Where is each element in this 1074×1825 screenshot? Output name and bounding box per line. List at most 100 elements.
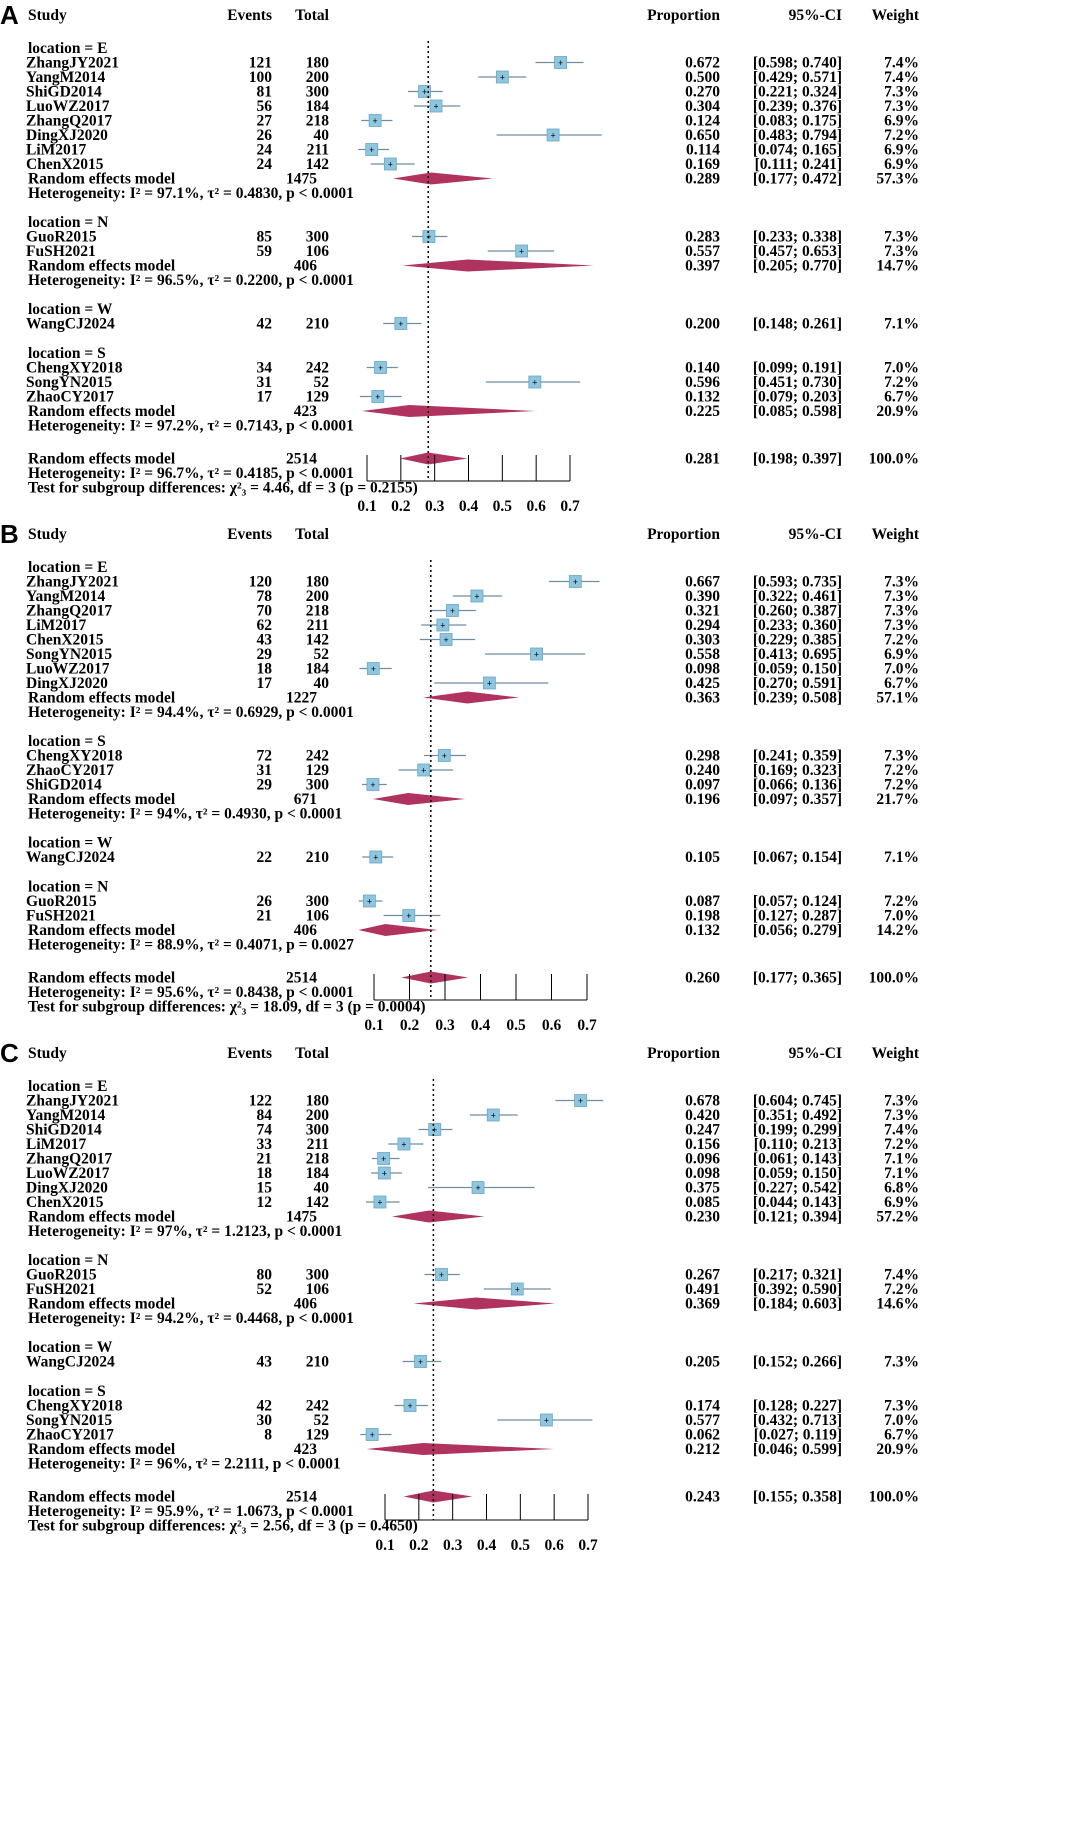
study-total: 184 — [306, 661, 330, 678]
column-headers: Study Events Total Proportion 95%-CI Weight — [28, 1045, 920, 1062]
study-row: ZhaoCY2017 8 129 0.062 [0.027; 0.119] 6.7% + — [26, 1427, 919, 1444]
subgroup-model-row: Random effects model 406 0.397 [0.205; 0.77… — [28, 258, 919, 290]
header-weight: Weight — [872, 7, 920, 24]
study-proportion: 0.085 — [685, 1194, 720, 1211]
study-weight: 7.3% — [884, 84, 919, 101]
heterogeneity-text: Heterogeneity: I² = 94%, τ² = 0.4930, p … — [28, 806, 342, 823]
study-name: GuoR2015 — [26, 229, 97, 246]
model-proportion: 0.225 — [685, 403, 720, 420]
study-ci: [0.110; 0.213] — [754, 1136, 842, 1153]
subgroup-label: location = W — [28, 1339, 113, 1356]
study-proportion: 0.283 — [685, 229, 720, 246]
point-estimate-mark: + — [443, 635, 448, 645]
study-ci: [0.392; 0.590] — [753, 1281, 842, 1298]
study-ci: [0.127; 0.287] — [753, 908, 842, 925]
study-weight: 7.3% — [884, 603, 919, 620]
study-total: 129 — [306, 1427, 330, 1444]
study-weight: 6.9% — [884, 113, 919, 130]
study-square — [554, 56, 567, 69]
study-proportion: 0.140 — [685, 360, 720, 377]
point-estimate-mark: + — [551, 131, 556, 141]
point-estimate-mark: + — [500, 73, 505, 83]
study-name: ZhangJY2021 — [26, 55, 119, 72]
study-ci: [0.152; 0.266] — [753, 1354, 842, 1371]
study-events: 78 — [257, 588, 273, 605]
model-proportion: 0.132 — [685, 922, 720, 939]
study-name: ChengXY2018 — [26, 1398, 123, 1415]
overall-heterogeneity: Heterogeneity: I² = 95.9%, τ² = 1.0673, … — [28, 1503, 354, 1520]
study-square — [510, 1282, 524, 1296]
overall-diamond — [400, 452, 468, 465]
study-events: 56 — [257, 98, 273, 115]
study-events: 17 — [257, 675, 273, 692]
study-ci: [0.079; 0.203] — [753, 389, 842, 406]
study-weight: 7.3% — [884, 229, 919, 246]
point-estimate-mark: + — [373, 116, 378, 126]
study-row: ChenX2015 12 142 0.085 [0.044; 0.143] 6.9% + — [26, 1194, 919, 1211]
point-estimate-mark: + — [578, 1096, 583, 1106]
model-total: 1475 — [286, 1209, 317, 1226]
model-label: Random effects model — [28, 403, 176, 420]
study-proportion: 0.267 — [685, 1267, 720, 1284]
axis-tick-label: 0.4 — [471, 1017, 491, 1034]
model-proportion: 0.363 — [685, 690, 720, 707]
point-estimate-mark: + — [474, 592, 479, 602]
study-name: GuoR2015 — [26, 893, 97, 910]
study-ci: [0.027; 0.119] — [754, 1427, 842, 1444]
heterogeneity-text: Heterogeneity: I² = 97%, τ² = 1.2123, p … — [28, 1223, 342, 1240]
overall-heterogeneity: Heterogeneity: I² = 95.6%, τ² = 0.8438, … — [28, 984, 354, 1001]
point-estimate-mark: + — [381, 1154, 386, 1164]
point-estimate-mark: + — [421, 766, 426, 776]
subgroup-test: Test for subgroup differences: χ²₃ = 4.4… — [28, 480, 418, 497]
model-total: 671 — [294, 791, 317, 808]
axis-tick-label: 0.3 — [443, 1537, 463, 1554]
point-estimate-mark: + — [370, 780, 375, 790]
header-ci: 95%-CI — [789, 526, 842, 543]
study-square — [374, 361, 387, 374]
study-row: DingXJ2020 26 40 0.650 [0.483; 0.794] 7.2% + — [26, 127, 919, 144]
overall-proportion: 0.281 — [685, 451, 720, 468]
model-proportion: 0.212 — [685, 1441, 720, 1458]
study-weight: 7.2% — [884, 777, 919, 794]
study-total: 106 — [306, 908, 330, 925]
study-name: SongYN2015 — [26, 374, 112, 391]
subgroup-model-row: Random effects model 1475 0.289 [0.177; 0.4… — [28, 171, 919, 203]
point-estimate-mark: + — [375, 392, 380, 402]
study-ci: [0.260; 0.387] — [753, 603, 842, 620]
point-estimate-mark: + — [401, 1140, 406, 1150]
study-ci: [0.074; 0.165] — [753, 142, 842, 159]
column-headers: Study Events Total Proportion 95%-CI Weight — [28, 7, 920, 24]
x-axis: 0.1 0.2 0.3 0.4 0.5 0.6 0.7 — [364, 974, 597, 1034]
study-weight: 7.1% — [884, 1151, 919, 1168]
study-events: 52 — [257, 1281, 273, 1298]
axis-tick-label: 0.7 — [578, 1537, 598, 1554]
study-row: DingXJ2020 15 40 0.375 [0.227; 0.542] 6.8% + — [26, 1180, 919, 1197]
study-events: 42 — [257, 1398, 273, 1415]
study-proportion: 0.650 — [685, 127, 720, 144]
study-proportion: 0.114 — [686, 142, 720, 159]
study-ci: [0.169; 0.323] — [753, 762, 842, 779]
subgroup-model-row: Random effects model 1475 0.230 [0.121; 0.3… — [28, 1209, 919, 1241]
axis-tick-label: 0.2 — [409, 1537, 429, 1554]
study-events: 29 — [257, 646, 273, 663]
study-proportion: 0.667 — [685, 574, 720, 591]
study-square — [530, 647, 543, 661]
model-diamond — [393, 172, 493, 185]
study-square — [446, 604, 459, 617]
study-total: 300 — [306, 893, 330, 910]
study-events: 72 — [257, 748, 273, 765]
study-square — [437, 749, 451, 762]
model-weight: 57.3% — [876, 171, 919, 188]
header-proportion: Proportion — [647, 7, 720, 24]
study-proportion: 0.205 — [685, 1354, 720, 1371]
study-events: 43 — [257, 1354, 273, 1371]
study-square — [377, 1152, 391, 1165]
model-total: 1475 — [286, 171, 317, 188]
study-name: SongYN2015 — [26, 646, 112, 663]
study-name: SongYN2015 — [26, 1412, 112, 1429]
header-total: Total — [295, 1045, 330, 1062]
study-events: 24 — [257, 156, 273, 173]
study-weight: 7.2% — [884, 1281, 919, 1298]
